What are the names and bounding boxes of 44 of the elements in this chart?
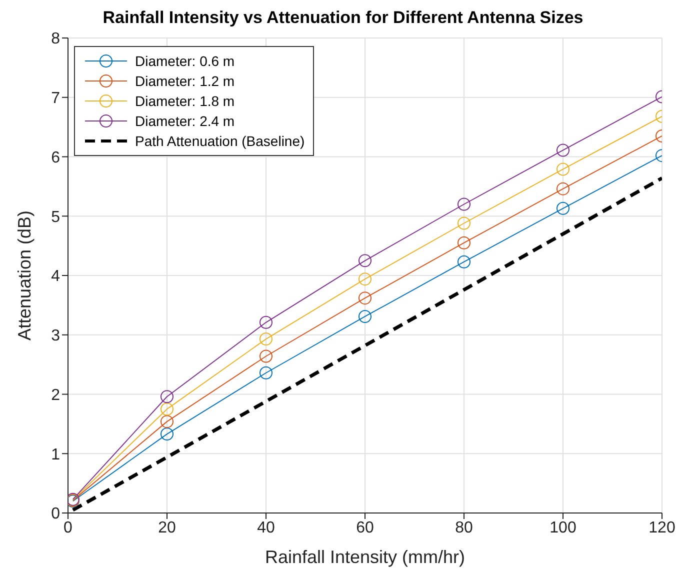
point — [160, 390, 174, 404]
legend-label: Diameter: 1.8 m — [135, 93, 235, 109]
x-tick-label: 100 — [550, 519, 576, 536]
point — [556, 202, 570, 215]
point — [160, 402, 174, 416]
legend-label: Diameter: 0.6 m — [135, 53, 235, 69]
legend-label: Diameter: 2.4 m — [135, 113, 235, 129]
point — [556, 144, 570, 157]
point — [160, 415, 174, 428]
point — [556, 162, 570, 176]
x-tick-label: 60 — [356, 519, 374, 536]
point — [556, 182, 570, 196]
y-tick-label: 2 — [51, 386, 60, 404]
y-tick-label: 5 — [51, 208, 60, 226]
y-tick-label: 1 — [51, 446, 60, 464]
y-tick-label: 8 — [51, 30, 60, 48]
x-tick-label: 80 — [455, 519, 473, 536]
point — [358, 292, 372, 305]
x-tick-label: 20 — [158, 519, 176, 536]
point — [458, 216, 470, 230]
point — [358, 272, 372, 286]
point — [358, 254, 372, 268]
legend-label: Diameter: 1.2 m — [135, 73, 235, 89]
x-tick-label: 40 — [257, 519, 275, 536]
point — [260, 350, 272, 363]
y-tick-label: 6 — [51, 149, 60, 166]
point — [260, 316, 272, 329]
x-axis-title: Rainfall Intensity (mm/hr) — [264, 547, 466, 567]
legend-label: Path Attenuation (Baseline) — [135, 133, 305, 149]
point — [458, 198, 470, 211]
y-tick-label: 0 — [51, 506, 60, 523]
point — [458, 236, 470, 250]
y-tick-label: 3 — [51, 328, 60, 345]
point — [260, 332, 272, 346]
point — [458, 255, 470, 268]
point — [358, 310, 372, 323]
x-tick-label: 0 — [64, 519, 73, 536]
x-tick-label: 120 — [648, 519, 676, 536]
y-axis-title: Attenuation (dB) — [14, 210, 34, 341]
point — [260, 366, 272, 380]
chart-title: Rainfall Intensity vs Attenuation for Different Antenna Sizes — [102, 8, 584, 29]
point — [160, 428, 174, 441]
y-tick-label: 7 — [51, 90, 60, 108]
y-tick-label: 4 — [51, 268, 60, 286]
